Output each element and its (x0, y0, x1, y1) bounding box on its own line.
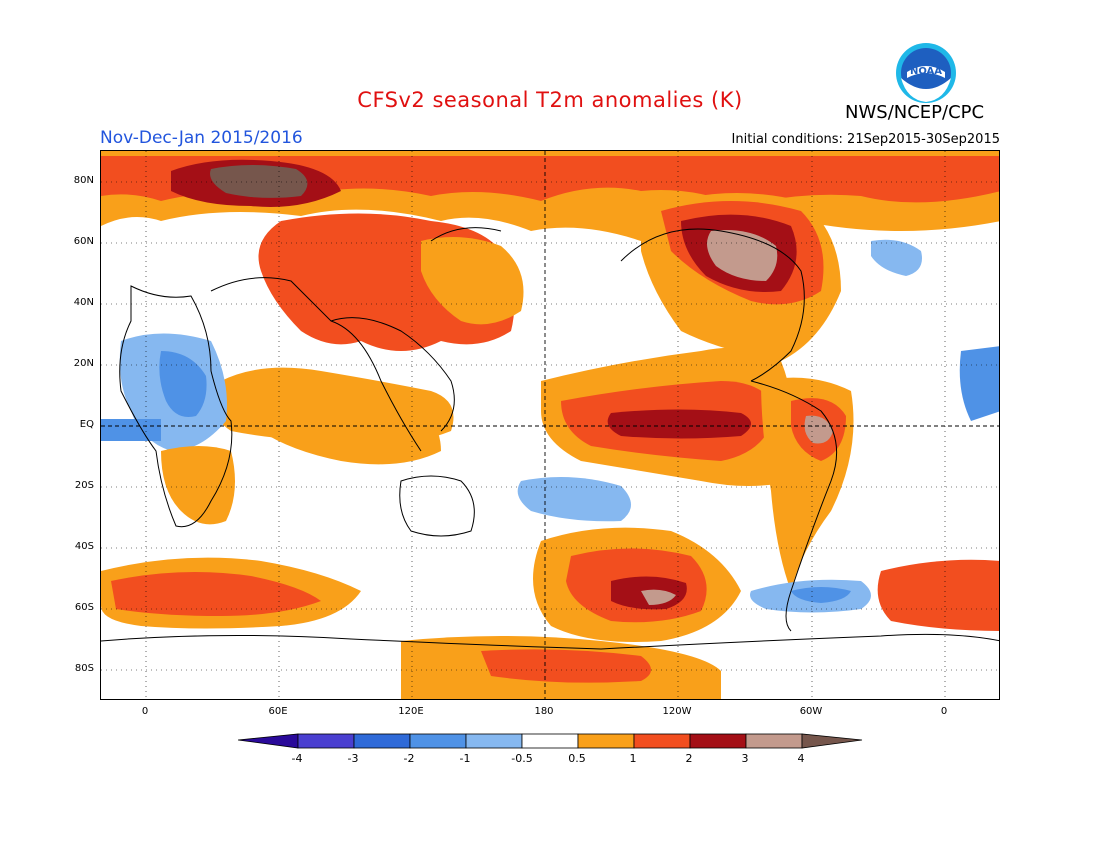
lon-label-60w: 60W (799, 706, 823, 717)
colorbar-segment (689, 733, 747, 749)
colorbar-label-2: 2 (685, 752, 693, 765)
reference-lines (101, 151, 999, 699)
lon-label-60e: 60E (268, 706, 288, 717)
colorbar-segment (577, 733, 635, 749)
south-pacific-extreme (641, 589, 676, 605)
colorbar-segment-max (801, 733, 863, 749)
lat-label-40n: 40N (73, 297, 94, 308)
southern-ocean-east (877, 559, 999, 631)
southern-ocean-west-red (111, 572, 321, 616)
east-atlantic-cool (959, 346, 999, 421)
colorbar-label-05: 0.5 (568, 752, 586, 765)
coastlines (101, 227, 999, 650)
colorbar-segment (745, 733, 803, 749)
season-label: Nov-Dec-Jan 2015/2016 (100, 128, 303, 148)
arctic-strong-warm (101, 156, 999, 206)
lon-label-0-east: 0 (940, 706, 948, 717)
north-pacific-warm (421, 237, 524, 325)
lon-label-120e: 120E (398, 706, 424, 717)
lon-label-120w: 120W (662, 706, 692, 717)
lat-label-80s: 80S (74, 663, 94, 674)
north-atlantic-cool (871, 239, 922, 276)
colorbar-label-neg4: -4 (291, 752, 303, 765)
lat-label-eq: EQ (79, 419, 94, 430)
antarctic-red (481, 649, 651, 683)
colorbar-label-neg3: -3 (347, 752, 359, 765)
lat-label-20s: 20S (74, 480, 94, 491)
africa-warm (161, 446, 235, 525)
colorbar-label-neg1: -1 (459, 752, 471, 765)
lon-label-0-west: 0 (141, 706, 149, 717)
colorbar-label-3: 3 (741, 752, 749, 765)
lat-label-20n: 20N (73, 358, 94, 369)
colorbar-segment (521, 733, 579, 749)
lat-label-60n: 60N (73, 236, 94, 247)
colorbar-label-neg2: -2 (403, 752, 415, 765)
colorbar-segment-min (238, 733, 299, 749)
lat-label-40s: 40S (74, 541, 94, 552)
noaa-logo: NOAA (896, 43, 956, 103)
enso-core (607, 409, 751, 439)
colorbar-segment (297, 733, 355, 749)
map-title: CFSv2 seasonal T2m anomalies (K) (357, 88, 743, 112)
colorbar-label-1: 1 (629, 752, 637, 765)
equator-cool-west (101, 419, 161, 441)
canada-extreme (707, 230, 778, 281)
initial-conditions-label: Initial conditions: 21Sep2015-30Sep2015 (731, 132, 1000, 147)
colorbar-label-4: 4 (797, 752, 805, 765)
colorbar-segment (633, 733, 691, 749)
anomaly-map (100, 150, 1000, 700)
greenland-extreme (210, 165, 308, 198)
lat-label-60s: 60S (74, 602, 94, 613)
colorbar-segment (409, 733, 467, 749)
colorbar-segment (353, 733, 411, 749)
agency-label: NWS/NCEP/CPC (845, 102, 985, 123)
sahara-cool-strong (159, 351, 207, 417)
south-atlantic-cool-strong (791, 587, 851, 603)
lat-label-80n: 80N (73, 175, 94, 186)
lon-label-180: 180 (534, 706, 554, 717)
brazil-core (804, 415, 833, 444)
south-pacific-cool (517, 477, 631, 522)
anomaly-map-svg (101, 151, 999, 699)
colorbar-label-neg05: -0.5 (511, 752, 533, 765)
noaa-logo-text: NOAA (910, 66, 942, 77)
colorbar-segment (465, 733, 523, 749)
colorbar (238, 733, 863, 749)
